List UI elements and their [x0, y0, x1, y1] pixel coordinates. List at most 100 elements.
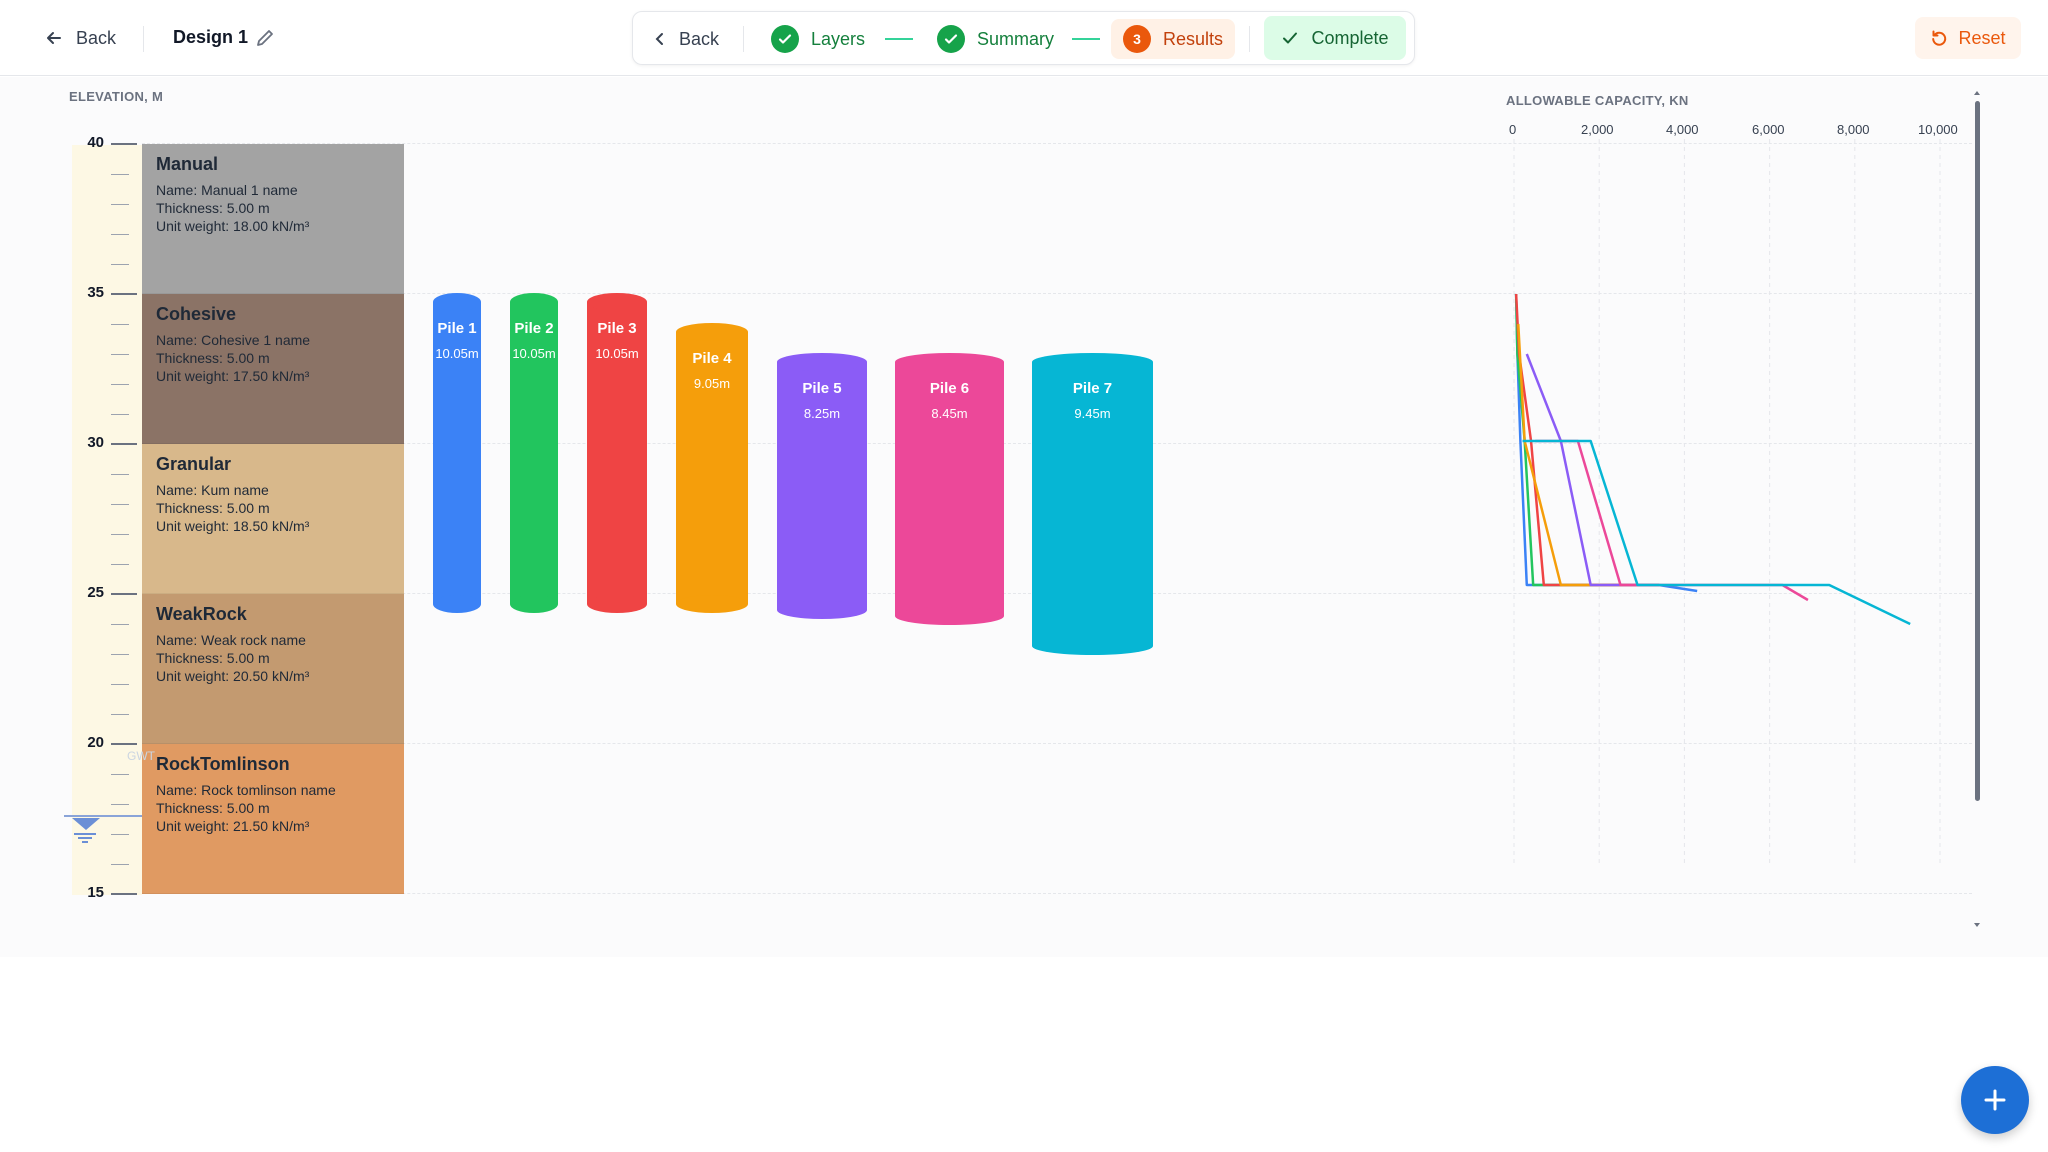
- soil-layer-cohesive[interactable]: Cohesive Name: Cohesive 1 name Thickness…: [142, 294, 404, 444]
- pile-name: Pile 2: [514, 320, 554, 337]
- capacity-chart: [1513, 139, 1941, 867]
- check-icon: [1283, 32, 1298, 44]
- elevation-major-tick: [111, 593, 137, 595]
- soil-layer-weakrock[interactable]: WeakRock Name: Weak rock name Thickness:…: [142, 594, 404, 744]
- elevation-minor-tick: [111, 174, 129, 175]
- capacity-series-line-1: [1514, 293, 1698, 593]
- vertical-scrollbar[interactable]: [1973, 89, 1981, 929]
- header-back-button[interactable]: Back: [44, 22, 116, 54]
- groundwater-table-icon: [64, 815, 142, 843]
- elevation-minor-tick: [111, 504, 129, 505]
- elevation-minor-tick: [111, 384, 129, 385]
- pile-body: [510, 302, 558, 604]
- step-summary[interactable]: Summary: [925, 19, 1066, 59]
- stepper-divider: [743, 26, 744, 52]
- pile-2[interactable]: Pile 2 10.05m: [510, 293, 558, 613]
- reset-button[interactable]: Reset: [1915, 17, 2021, 59]
- elevation-minor-tick: [111, 324, 129, 325]
- pile-length: 10.05m: [512, 346, 556, 361]
- elevation-major-tick: [111, 143, 137, 145]
- capacity-axis-title: ALLOWABLE CAPACITY, KN: [1506, 93, 1689, 108]
- groundwater-label: GWT: [127, 749, 155, 763]
- pile-cap: [1032, 353, 1153, 371]
- pile-name: Pile 6: [929, 380, 970, 397]
- layer-unit-weight: Unit weight: 21.50 kN/m³: [156, 818, 310, 834]
- pencil-icon[interactable]: [254, 27, 276, 49]
- layer-thickness: Thickness: 5.00 m: [156, 500, 270, 516]
- header-back-label: Back: [76, 27, 117, 48]
- pile-6[interactable]: Pile 6 8.45m: [895, 353, 1004, 625]
- pile-length: 8.25m: [803, 406, 841, 421]
- pile-1[interactable]: Pile 1 10.05m: [433, 293, 481, 613]
- capacity-tick-label: 8,000: [1837, 122, 1870, 137]
- layer-type: Cohesive: [156, 304, 237, 324]
- layer-type: RockTomlinson: [156, 754, 290, 774]
- layer-name: Name: Rock tomlinson name: [156, 782, 336, 798]
- reset-label: Reset: [1958, 27, 2006, 48]
- layer-name: Name: Manual 1 name: [156, 182, 298, 198]
- header-divider: [143, 26, 144, 52]
- soil-layer-rocktomlinson[interactable]: RockTomlinson Name: Rock tomlinson name …: [142, 744, 404, 894]
- layer-thickness: Thickness: 5.00 m: [156, 350, 270, 366]
- pile-length: 9.05m: [693, 376, 731, 391]
- elevation-tick-label: 35: [87, 284, 104, 301]
- layer-thickness: Thickness: 5.00 m: [156, 200, 270, 216]
- refresh-icon: [1932, 30, 1947, 46]
- layer-thickness: Thickness: 5.00 m: [156, 650, 270, 666]
- capacity-tick-label: 0: [1509, 122, 1517, 137]
- capacity-series-line-3: [1514, 293, 1659, 587]
- complete-button[interactable]: Complete: [1264, 16, 1406, 60]
- pile-body: [433, 302, 481, 604]
- step-label: Summary: [977, 28, 1055, 49]
- stepper-back-button[interactable]: Back: [653, 25, 719, 53]
- elevation-minor-tick: [111, 774, 129, 775]
- gridline: [142, 743, 1972, 744]
- step-layers[interactable]: Layers: [759, 19, 877, 59]
- layer-name: Name: Kum name: [156, 482, 269, 498]
- add-fab-button[interactable]: [1961, 1066, 2029, 1134]
- elevation-major-tick: [111, 293, 137, 295]
- elevation-tick-label: 15: [87, 884, 104, 901]
- layer-type: Granular: [156, 454, 232, 474]
- pile-length: 8.45m: [931, 406, 968, 421]
- elevation-ruler: [72, 145, 142, 895]
- soil-layer-manual[interactable]: Manual Name: Manual 1 name Thickness: 5.…: [142, 144, 404, 294]
- elevation-minor-tick: [111, 564, 129, 565]
- layer-type: Manual: [156, 154, 219, 174]
- pile-tip: [1032, 637, 1153, 655]
- capacity-tick-label: 2,000: [1581, 122, 1614, 137]
- elevation-minor-tick: [111, 414, 129, 415]
- design-title: Design 1: [173, 27, 249, 47]
- pile-cap: [510, 293, 558, 311]
- pile-7[interactable]: Pile 7 9.45m: [1032, 353, 1153, 655]
- elevation-minor-tick: [111, 804, 129, 805]
- step-label: Results: [1163, 28, 1224, 49]
- layer-unit-weight: Unit weight: 18.00 kN/m³: [156, 218, 310, 234]
- step-connector: [885, 38, 913, 40]
- stepper-divider: [1249, 26, 1250, 52]
- plus-icon: [1984, 1089, 2006, 1111]
- pile-4[interactable]: Pile 4 9.05m: [676, 323, 748, 613]
- soil-layer-granular[interactable]: Granular Name: Kum name Thickness: 5.00 …: [142, 444, 404, 594]
- pile-cap: [433, 293, 481, 311]
- pile-5[interactable]: Pile 5 8.25m: [777, 353, 867, 619]
- pile-3[interactable]: Pile 3 10.05m: [587, 293, 647, 613]
- scrollbar-thumb[interactable]: [1975, 101, 1980, 801]
- layer-unit-weight: Unit weight: 18.50 kN/m³: [156, 518, 310, 534]
- pile-cap: [587, 293, 647, 311]
- layer-name: Name: Cohesive 1 name: [156, 332, 311, 348]
- capacity-series-line-7: [1522, 439, 1911, 626]
- elevation-tick-label: 20: [87, 734, 104, 751]
- stepper-back-label: Back: [679, 28, 720, 49]
- elevation-minor-tick: [111, 864, 129, 865]
- pile-name: Pile 7: [1072, 380, 1113, 397]
- elevation-minor-tick: [111, 234, 129, 235]
- step-results[interactable]: 3 Results: [1111, 19, 1236, 59]
- pile-body: [777, 362, 867, 610]
- app-header: Back Design 1 Back Layers Summary: [0, 0, 2048, 76]
- gridline: [142, 143, 1972, 144]
- capacity-series-line-2: [1514, 293, 1659, 587]
- pile-length: 10.05m: [435, 346, 479, 361]
- pile-tip: [777, 601, 867, 619]
- elevation-minor-tick: [111, 834, 129, 835]
